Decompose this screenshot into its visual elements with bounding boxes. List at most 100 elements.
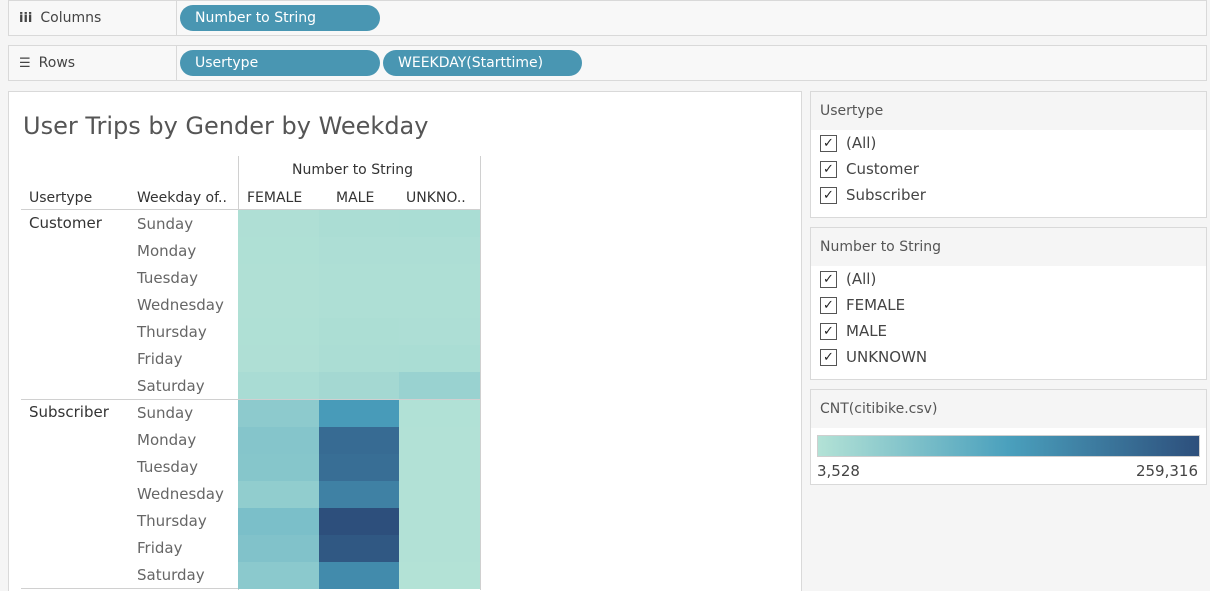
heatmap-cell[interactable] xyxy=(319,535,400,562)
weekday-label: Wednesday xyxy=(137,485,224,503)
checkbox-checked-icon[interactable]: ✓ xyxy=(820,160,837,178)
heatmap-cell[interactable] xyxy=(238,345,319,372)
weekday-label: Tuesday xyxy=(137,269,199,287)
weekday-label: Friday xyxy=(137,539,183,557)
heatmap-cell[interactable] xyxy=(319,400,400,427)
heatmap-cell[interactable] xyxy=(319,318,400,345)
heatmap-cell[interactable] xyxy=(319,562,400,589)
row-header-usertype: Usertype xyxy=(29,190,93,206)
column-group-header: Number to String xyxy=(292,162,413,178)
heatmap-cell[interactable] xyxy=(399,291,480,318)
column-header-male[interactable]: MALE xyxy=(336,190,375,206)
checkbox-checked-icon[interactable]: ✓ xyxy=(820,322,837,340)
weekday-label: Friday xyxy=(137,350,183,368)
pill-usertype[interactable]: Usertype xyxy=(180,50,380,76)
heatmap-cell[interactable] xyxy=(399,508,480,535)
filter-item-customer[interactable]: ✓ Customer xyxy=(811,156,1206,182)
heatmap-cell[interactable] xyxy=(319,291,400,318)
weekday-label: Monday xyxy=(137,431,197,449)
weekday-label: Wednesday xyxy=(137,296,224,314)
heatmap-cell[interactable] xyxy=(319,508,400,535)
divider xyxy=(480,156,481,590)
heatmap-cell[interactable] xyxy=(238,562,319,589)
filter-item-female[interactable]: ✓ FEMALE xyxy=(811,292,1206,318)
heatmap-cell[interactable] xyxy=(399,427,480,454)
heatmap-cell[interactable] xyxy=(399,318,480,345)
legend-min-label: 3,528 xyxy=(817,462,860,480)
checkbox-checked-icon[interactable]: ✓ xyxy=(820,296,837,314)
heatmap-cell[interactable] xyxy=(399,210,480,237)
filter-item-label: FEMALE xyxy=(846,296,906,314)
checkbox-checked-icon[interactable]: ✓ xyxy=(820,270,837,288)
checkbox-checked-icon[interactable]: ✓ xyxy=(820,134,837,152)
heatmap-cell[interactable] xyxy=(399,372,480,399)
pill-number-to-string[interactable]: Number to String xyxy=(180,5,380,31)
weekday-label: Thursday xyxy=(137,512,207,530)
viz-panel: User Trips by Gender by Weekday Number t… xyxy=(8,91,802,591)
filter-item-label: MALE xyxy=(846,322,888,340)
heatmap-cell[interactable] xyxy=(238,481,319,508)
heatmap-cell[interactable] xyxy=(319,237,400,264)
heatmap-cell[interactable] xyxy=(399,264,480,291)
viz-title: User Trips by Gender by Weekday xyxy=(23,112,429,140)
heatmap-cell[interactable] xyxy=(319,454,400,481)
heatmap-cell[interactable] xyxy=(238,454,319,481)
usertype-subscriber[interactable]: Subscriber xyxy=(29,403,109,421)
heatmap-cell[interactable] xyxy=(319,210,400,237)
heatmap-cell[interactable] xyxy=(319,372,400,399)
heatmap-cell[interactable] xyxy=(399,345,480,372)
heatmap-cell[interactable] xyxy=(238,210,319,237)
filter-item-label: UNKNOWN xyxy=(846,348,928,366)
checkbox-checked-icon[interactable]: ✓ xyxy=(820,348,837,366)
rows-label: Rows xyxy=(38,55,76,71)
columns-shelf[interactable]: iii Columns Number to String xyxy=(8,0,1207,36)
heatmap-cell[interactable] xyxy=(399,535,480,562)
heatmap-cell[interactable] xyxy=(319,264,400,291)
heatmap-cell[interactable] xyxy=(238,372,319,399)
filter-item-male[interactable]: ✓ MALE xyxy=(811,318,1206,344)
filter-item-label: Customer xyxy=(846,160,919,178)
filter-item-all[interactable]: ✓ (All) xyxy=(811,266,1206,292)
heatmap-cell[interactable] xyxy=(399,481,480,508)
heatmap-cell[interactable] xyxy=(399,237,480,264)
columns-label: Columns xyxy=(40,10,102,26)
filter-item-subscriber[interactable]: ✓ Subscriber xyxy=(811,182,1206,208)
heatmap-cell[interactable] xyxy=(238,400,319,427)
heatmap-cell[interactable] xyxy=(238,427,319,454)
legend-max-label: 259,316 xyxy=(1135,462,1198,480)
legend-gradient-bar xyxy=(817,435,1200,457)
filter-item-unknown[interactable]: ✓ UNKNOWN xyxy=(811,344,1206,370)
row-header-weekday: Weekday of.. xyxy=(137,190,227,206)
weekday-label: Tuesday xyxy=(137,458,199,476)
heatmap-cell[interactable] xyxy=(319,345,400,372)
rows-shelf-label: ☰ Rows xyxy=(9,46,177,80)
weekday-label: Monday xyxy=(137,242,197,260)
column-header-female[interactable]: FEMALE xyxy=(247,190,303,206)
pill-weekday-starttime[interactable]: WEEKDAY(Starttime) xyxy=(383,50,582,76)
checkbox-checked-icon[interactable]: ✓ xyxy=(820,186,837,204)
heatmap-cell[interactable] xyxy=(319,481,400,508)
usertype-customer[interactable]: Customer xyxy=(29,214,102,232)
heatmap-cell[interactable] xyxy=(399,454,480,481)
heatmap-cell[interactable] xyxy=(238,535,319,562)
heatmap-cell[interactable] xyxy=(399,400,480,427)
column-header-unknown[interactable]: UNKNO.. xyxy=(406,190,466,206)
filter-title-usertype: Usertype xyxy=(811,92,1206,130)
heatmap-cell[interactable] xyxy=(238,264,319,291)
weekday-label: Saturday xyxy=(137,566,205,584)
filter-item-label: (All) xyxy=(846,270,877,288)
weekday-label: Saturday xyxy=(137,377,205,395)
heatmap-cell[interactable] xyxy=(399,562,480,589)
weekday-label: Sunday xyxy=(137,404,194,422)
heatmap-cell[interactable] xyxy=(238,237,319,264)
heatmap-cell[interactable] xyxy=(238,291,319,318)
heatmap-cell[interactable] xyxy=(319,427,400,454)
filter-card-number-to-string: Number to String ✓ (All) ✓ FEMALE ✓ MALE… xyxy=(810,227,1207,380)
heatmap-cell[interactable] xyxy=(238,318,319,345)
heatmap-cell[interactable] xyxy=(238,508,319,535)
color-legend: CNT(citibike.csv) 3,528 259,316 xyxy=(810,389,1207,485)
filter-item-all[interactable]: ✓ (All) xyxy=(811,130,1206,156)
filter-item-label: Subscriber xyxy=(846,186,926,204)
rows-shelf[interactable]: ☰ Rows Usertype WEEKDAY(Starttime) xyxy=(8,45,1207,81)
rows-icon: ☰ xyxy=(19,55,31,71)
